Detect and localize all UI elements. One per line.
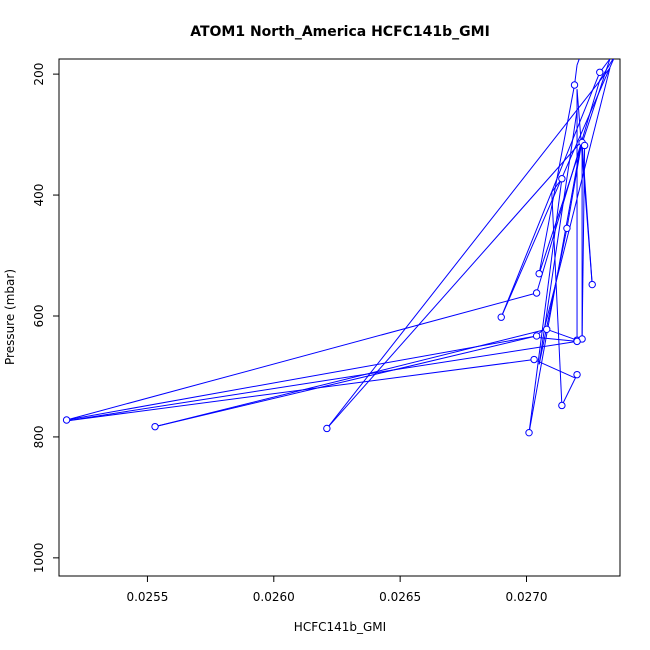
series-segment — [154, 335, 537, 428]
data-point — [530, 355, 538, 364]
data-point — [525, 428, 533, 437]
y-axis-label: Pressure (mbar) — [3, 269, 17, 365]
x-axis: 0.0255 0.0260 0.0265 0.0270 — [126, 576, 548, 604]
series-segment — [63, 359, 535, 422]
data-point — [596, 68, 604, 77]
data-point — [62, 416, 71, 424]
data-point — [323, 424, 331, 433]
series-segment — [66, 292, 537, 421]
x-tick-label: 0.0255 — [126, 590, 168, 604]
series-segment — [599, 59, 614, 81]
x-tick-label: 0.0260 — [253, 590, 295, 604]
x-tick-label: 0.0270 — [506, 590, 548, 604]
data-point — [563, 224, 571, 233]
series-segment — [154, 328, 547, 428]
data-point — [151, 422, 159, 431]
x-axis-label: HCFC141b_GMI — [294, 620, 386, 634]
y-tick-label: 400 — [32, 184, 46, 207]
y-tick-label: 600 — [32, 305, 46, 328]
y-axis: 200 400 600 800 1000 — [32, 63, 59, 573]
data-point — [535, 269, 543, 278]
plot-frame — [58, 58, 621, 577]
series-segment — [63, 340, 578, 422]
y-tick-label: 200 — [32, 63, 46, 86]
data-point — [543, 325, 551, 333]
data-point — [573, 370, 581, 379]
data-point — [588, 280, 596, 289]
series-segment — [538, 228, 568, 365]
series-segment — [500, 59, 615, 318]
data-point — [558, 175, 566, 183]
y-tick-label: 800 — [32, 425, 46, 448]
series-segment — [326, 140, 583, 429]
x-tick-label: 0.0265 — [379, 590, 421, 604]
series-segment — [538, 110, 578, 365]
data-point — [532, 332, 541, 340]
series-segment — [326, 67, 611, 429]
data-point — [580, 141, 589, 150]
series-segment — [536, 80, 601, 294]
data-point — [532, 289, 541, 297]
plot-points — [62, 68, 604, 437]
data-point — [558, 401, 566, 410]
plot-lines — [63, 59, 615, 433]
series-segment — [528, 178, 563, 433]
data-point — [573, 337, 581, 346]
series-segment — [581, 142, 593, 285]
series-segment — [566, 140, 583, 229]
series-segment — [551, 192, 563, 406]
series-segment — [561, 374, 578, 406]
series-segment — [66, 335, 537, 421]
chart-title: ATOM1 North_America HCFC141b_GMI — [190, 24, 490, 40]
data-point — [497, 313, 505, 321]
data-point — [570, 81, 579, 89]
series-segment — [534, 336, 578, 342]
series-segment — [576, 59, 580, 66]
series-segment — [533, 359, 575, 379]
series-segment — [500, 72, 601, 318]
series-segment — [546, 328, 578, 341]
y-tick-label: 1000 — [32, 543, 46, 574]
